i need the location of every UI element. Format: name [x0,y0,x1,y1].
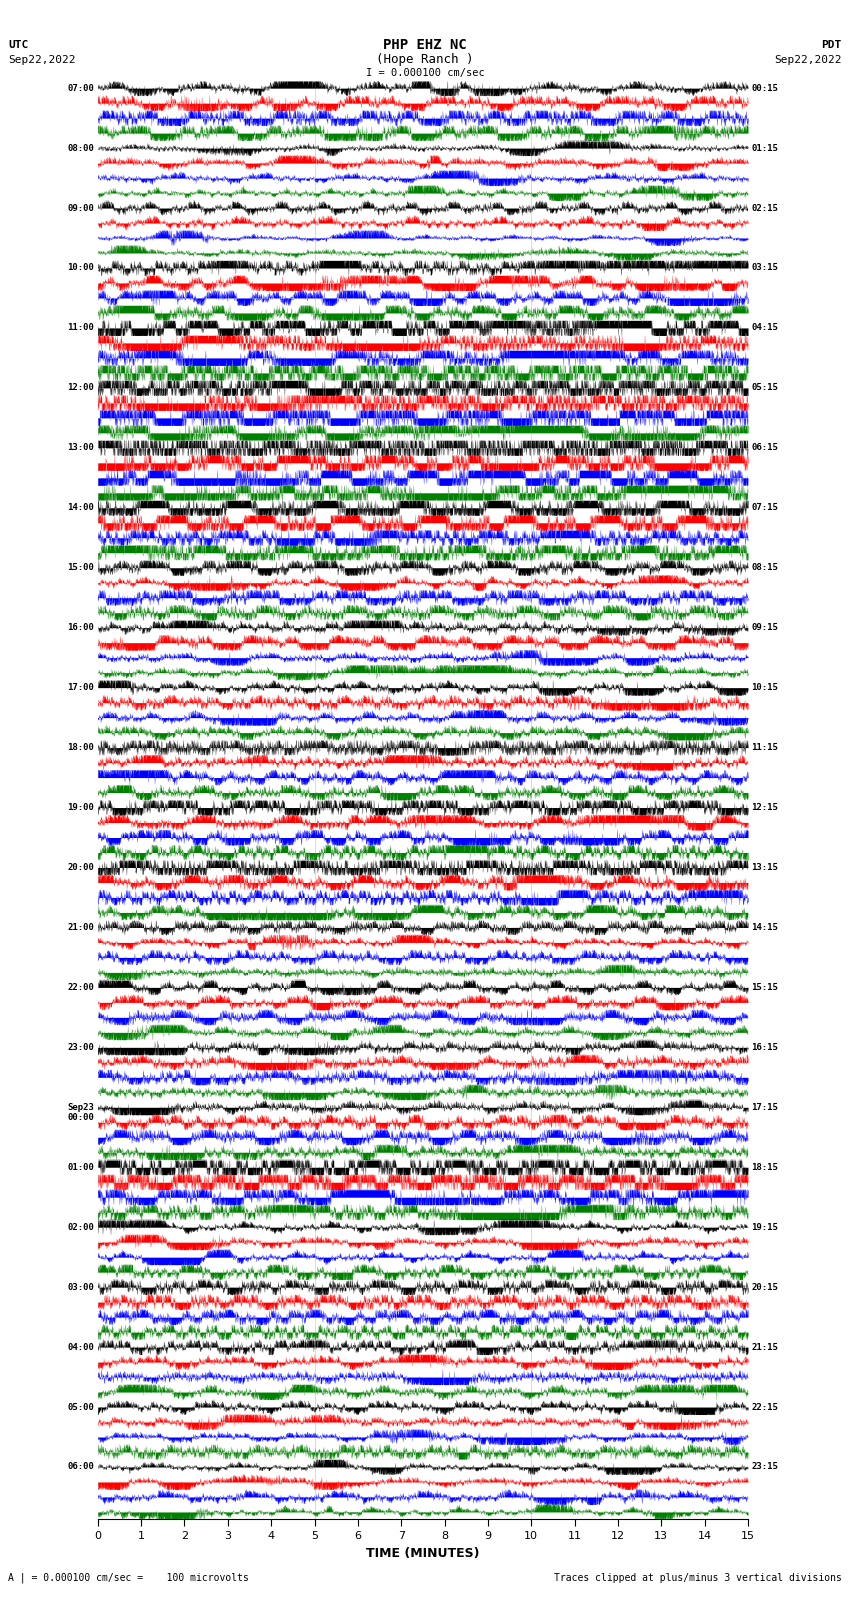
Text: PHP EHZ NC: PHP EHZ NC [383,39,467,52]
Text: 04:00: 04:00 [68,1342,94,1352]
Text: 03:00: 03:00 [68,1282,94,1292]
Text: 13:00: 13:00 [68,444,94,452]
Text: 23:00: 23:00 [68,1044,94,1052]
Text: 17:00: 17:00 [68,684,94,692]
Text: 22:00: 22:00 [68,982,94,992]
Text: 09:00: 09:00 [68,203,94,213]
Text: 15:00: 15:00 [68,563,94,573]
Text: 10:15: 10:15 [751,684,778,692]
Text: 11:00: 11:00 [68,324,94,332]
Text: 06:00: 06:00 [68,1463,94,1471]
Text: 13:15: 13:15 [751,863,778,873]
Text: 08:15: 08:15 [751,563,778,573]
Text: 05:15: 05:15 [751,384,778,392]
Text: 16:15: 16:15 [751,1044,778,1052]
Text: 11:15: 11:15 [751,744,778,752]
Text: Sep22,2022: Sep22,2022 [774,55,842,65]
Text: 03:15: 03:15 [751,263,778,273]
Text: 20:15: 20:15 [751,1282,778,1292]
Text: Sep23
00:00: Sep23 00:00 [68,1103,94,1123]
Text: 01:00: 01:00 [68,1163,94,1171]
Text: 09:15: 09:15 [751,623,778,632]
Text: Sep22,2022: Sep22,2022 [8,55,76,65]
Text: Traces clipped at plus/minus 3 vertical divisions: Traces clipped at plus/minus 3 vertical … [553,1573,842,1582]
Text: 14:15: 14:15 [751,923,778,932]
Text: 18:00: 18:00 [68,744,94,752]
Text: 18:15: 18:15 [751,1163,778,1171]
Text: 05:00: 05:00 [68,1403,94,1411]
Text: 19:15: 19:15 [751,1223,778,1232]
Text: (Hope Ranch ): (Hope Ranch ) [377,53,473,66]
Text: 19:00: 19:00 [68,803,94,811]
Text: PDT: PDT [821,40,842,50]
Text: 12:15: 12:15 [751,803,778,811]
Text: 00:15: 00:15 [751,84,778,92]
Text: 20:00: 20:00 [68,863,94,873]
Text: 08:00: 08:00 [68,144,94,153]
Text: 06:15: 06:15 [751,444,778,452]
Text: 01:15: 01:15 [751,144,778,153]
Text: 23:15: 23:15 [751,1463,778,1471]
Text: 16:00: 16:00 [68,623,94,632]
Text: A | = 0.000100 cm/sec =    100 microvolts: A | = 0.000100 cm/sec = 100 microvolts [8,1573,249,1582]
Text: I = 0.000100 cm/sec: I = 0.000100 cm/sec [366,68,484,77]
Text: 21:15: 21:15 [751,1342,778,1352]
Text: 15:15: 15:15 [751,982,778,992]
Text: 17:15: 17:15 [751,1103,778,1111]
Text: 02:00: 02:00 [68,1223,94,1232]
Text: 02:15: 02:15 [751,203,778,213]
Text: 04:15: 04:15 [751,324,778,332]
Text: 12:00: 12:00 [68,384,94,392]
Text: UTC: UTC [8,40,29,50]
X-axis label: TIME (MINUTES): TIME (MINUTES) [366,1547,479,1560]
Text: 07:00: 07:00 [68,84,94,92]
Text: 07:15: 07:15 [751,503,778,513]
Text: 14:00: 14:00 [68,503,94,513]
Text: 10:00: 10:00 [68,263,94,273]
Text: 22:15: 22:15 [751,1403,778,1411]
Text: 21:00: 21:00 [68,923,94,932]
